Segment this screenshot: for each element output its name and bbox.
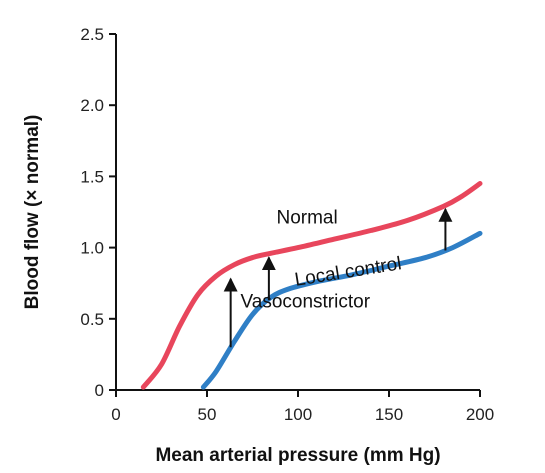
x-tick-label: 100 (284, 405, 312, 424)
vasoconstrictor-curve (200, 230, 483, 390)
y-tick-label: 1.0 (80, 239, 104, 258)
y-tick-label: 2.0 (80, 96, 104, 115)
axes: 0 50 100 150 200 0 0.5 1.0 1.5 2.0 2.5 (80, 25, 494, 424)
x-tick-label: 0 (111, 405, 120, 424)
x-axis-label: Mean arterial pressure (mm Hg) (155, 445, 440, 466)
y-ticks: 0 0.5 1.0 1.5 2.0 2.5 (80, 25, 116, 400)
normal-curve (140, 181, 483, 390)
y-tick-label: 2.5 (80, 25, 104, 44)
normal-annotation: Normal (276, 207, 337, 228)
series-layer (140, 181, 483, 390)
x-tick-label: 50 (198, 405, 217, 424)
x-tick-label: 200 (466, 405, 494, 424)
y-tick-label: 0 (95, 381, 104, 400)
x-ticks: 0 50 100 150 200 (111, 390, 494, 424)
local-control-annotation: Local control (293, 253, 403, 291)
y-tick-label: 1.5 (80, 167, 104, 186)
arrows-layer (223, 207, 453, 348)
vasoconstrictor-annotation: Vasoconstrictor (241, 291, 371, 312)
y-axis-label: Blood flow (× normal) (22, 115, 43, 310)
y-tick-label: 0.5 (80, 310, 104, 329)
x-tick-label: 150 (375, 405, 403, 424)
